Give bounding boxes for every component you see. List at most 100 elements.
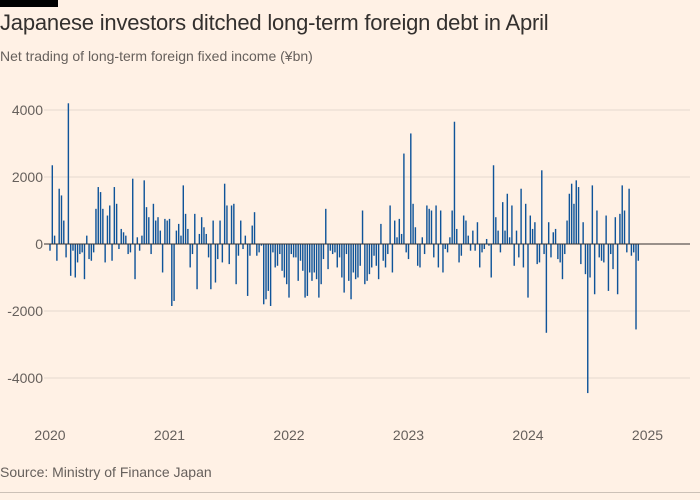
bar-chart: 4000 2000 0 -2000 -4000 2020 2021 2022 2023 2024…: [7, 102, 690, 443]
bar: [219, 220, 221, 244]
bar: [217, 244, 219, 260]
bar: [361, 210, 364, 244]
bar: [396, 237, 398, 244]
bar: [511, 205, 513, 244]
bar: [290, 244, 293, 255]
bar: [600, 244, 603, 261]
bar: [465, 220, 467, 244]
bar: [60, 195, 63, 245]
bar: [230, 205, 233, 244]
bar: [132, 178, 134, 245]
bar: [97, 187, 99, 244]
bar: [288, 244, 290, 298]
bar: [115, 203, 118, 244]
bar: [76, 244, 79, 263]
bar: [83, 244, 86, 280]
bar: [368, 244, 371, 275]
bar: [543, 244, 545, 255]
bar: [364, 244, 366, 285]
bar: [387, 244, 389, 255]
bar: [451, 210, 453, 244]
bar: [306, 244, 309, 296]
bar: [570, 183, 573, 244]
bar: [352, 244, 355, 273]
bar: [389, 205, 391, 244]
bar: [166, 220, 168, 244]
bar: [285, 244, 288, 285]
bar: [120, 228, 122, 245]
y-tick-label: -4000: [7, 370, 43, 386]
bar: [129, 244, 132, 253]
bar: [88, 244, 90, 260]
bar: [407, 244, 410, 260]
bar: [92, 244, 95, 253]
bar: [502, 202, 504, 245]
bar: [242, 244, 244, 250]
y-tick-label: 4000: [12, 102, 43, 118]
bar: [164, 218, 166, 245]
bar: [318, 244, 320, 298]
bar: [524, 203, 527, 244]
bar: [394, 220, 396, 244]
y-tick-label: 2000: [12, 169, 43, 185]
bar: [313, 244, 315, 273]
bar: [380, 223, 382, 244]
bar: [554, 228, 557, 245]
bar: [148, 217, 150, 244]
bar: [125, 235, 127, 245]
bar: [292, 244, 295, 258]
bar: [263, 244, 265, 305]
bar: [359, 244, 361, 266]
bar: [106, 215, 109, 245]
bar: [591, 185, 594, 245]
bar: [345, 244, 348, 255]
bar: [102, 208, 104, 244]
bar: [557, 244, 559, 260]
bar: [371, 244, 373, 268]
bar: [373, 244, 375, 256]
bar: [635, 244, 637, 330]
bar: [421, 237, 423, 244]
bar: [53, 235, 56, 245]
bar: [561, 244, 564, 280]
bar: [626, 244, 628, 253]
bar: [177, 223, 180, 244]
bar: [246, 244, 249, 296]
bar: [437, 244, 440, 268]
bar: [449, 237, 451, 244]
bar: [63, 220, 65, 244]
bar: [184, 213, 187, 244]
bar: [573, 203, 575, 244]
bar: [111, 244, 113, 261]
bar: [582, 222, 584, 244]
bar: [205, 233, 207, 244]
bar: [547, 222, 550, 244]
bar: [113, 187, 116, 244]
bar: [550, 244, 552, 258]
bar: [161, 244, 164, 273]
bar: [72, 244, 74, 251]
bar: [442, 244, 444, 273]
bar: [143, 180, 145, 244]
bar: [145, 207, 148, 244]
bar: [357, 244, 359, 278]
bar: [619, 213, 621, 244]
chart-title: Japanese investors ditched long-term for…: [0, 10, 549, 35]
bar: [593, 244, 596, 295]
bar: [191, 244, 194, 255]
bar: [469, 244, 472, 251]
bar: [90, 244, 93, 261]
bar: [485, 238, 488, 244]
x-axis-labels: 2020 2021 2022 2023 2024 2025: [34, 427, 663, 443]
bar: [210, 244, 212, 290]
bar: [299, 244, 302, 261]
bar: [297, 244, 299, 281]
bar: [226, 205, 228, 244]
bar: [69, 244, 72, 276]
bar: [605, 215, 607, 245]
bar: [423, 244, 426, 255]
bar: [481, 244, 483, 253]
bar: [630, 244, 633, 256]
bar: [127, 244, 129, 255]
bar: [366, 244, 368, 281]
